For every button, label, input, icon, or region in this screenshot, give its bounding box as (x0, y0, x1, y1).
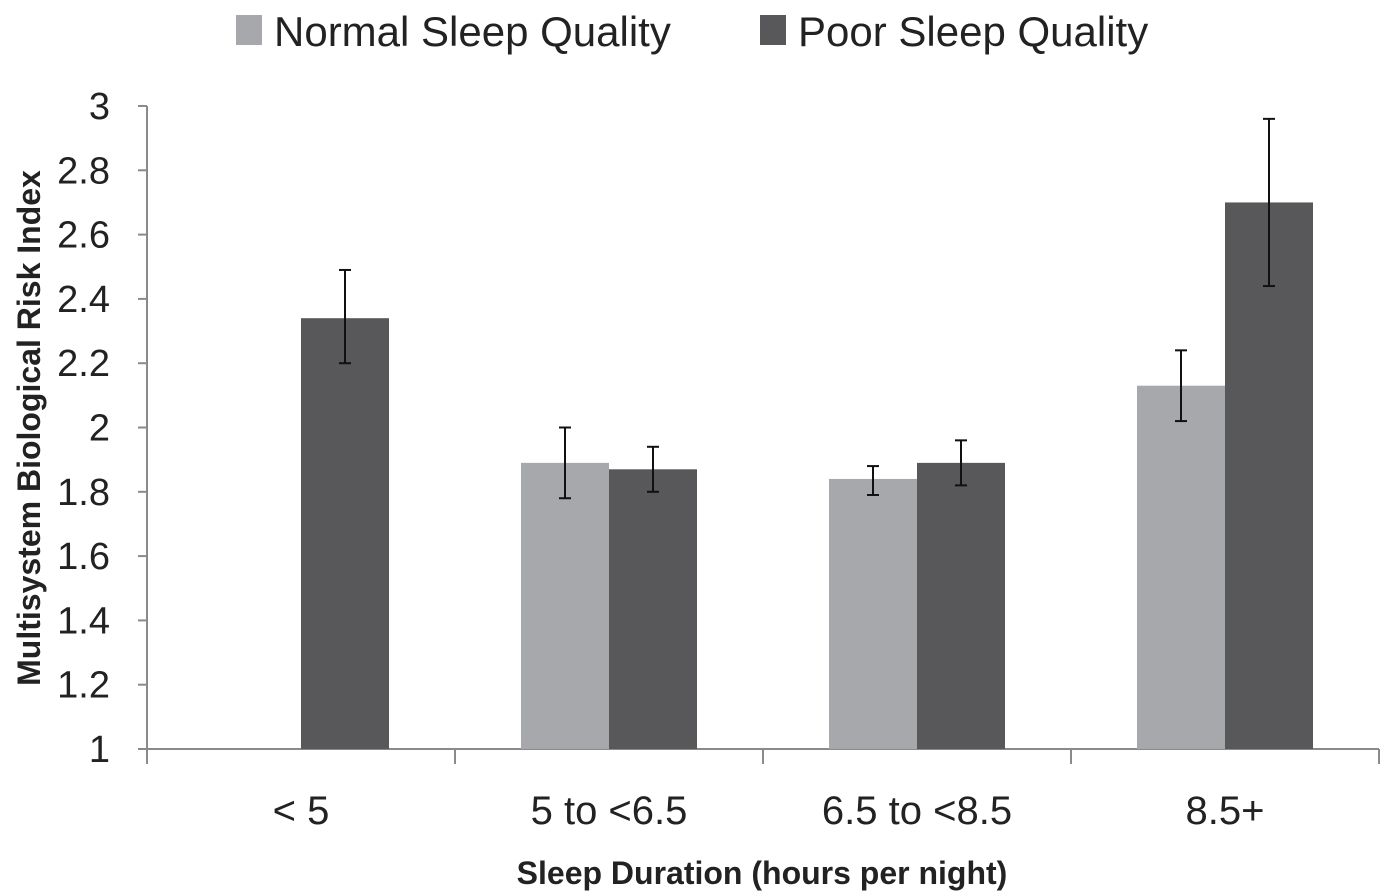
x-tick-labels: < 5 5 to <6.5 6.5 to <8.5 8.5+ (273, 789, 1265, 833)
x-axis-title: Sleep Duration (hours per night) (517, 855, 1008, 891)
bar-normal (829, 478, 917, 749)
bar-poor (1225, 202, 1313, 749)
y-tick-label: 2.8 (57, 150, 110, 192)
bar-normal (1137, 385, 1225, 749)
x-tick-label: 5 to <6.5 (531, 789, 688, 833)
y-tick-label: 3 (89, 86, 110, 128)
y-tick-label: 2.2 (57, 343, 110, 385)
y-tick-label: 2.6 (57, 215, 110, 257)
legend: Normal Sleep Quality Poor Sleep Quality (236, 8, 1148, 55)
y-tick-label: 2.4 (57, 279, 110, 321)
legend-label-normal: Normal Sleep Quality (274, 8, 671, 55)
bar-poor (917, 462, 1005, 749)
y-tick-label: 1.6 (57, 536, 110, 578)
bars (301, 202, 1313, 749)
y-tick-label: 1.2 (57, 665, 110, 707)
legend-swatch-poor (760, 15, 786, 45)
y-tick-label: 1.8 (57, 472, 110, 514)
bar-normal (521, 462, 609, 749)
y-axis-title: Multisystem Biological Risk Index (11, 170, 47, 686)
bar-poor (301, 318, 389, 749)
legend-label-poor: Poor Sleep Quality (798, 8, 1148, 55)
x-tick-label: < 5 (273, 789, 330, 833)
bar-poor (609, 469, 697, 749)
y-tick-labels: 1 1.2 1.4 1.6 1.8 2 2.2 2.4 2.6 2.8 3 (57, 86, 110, 771)
legend-swatch-normal (236, 15, 262, 45)
x-tick-label: 8.5+ (1186, 789, 1265, 833)
y-tick-label: 2 (89, 408, 110, 450)
error-bars (339, 117, 1275, 500)
y-tick-label: 1 (89, 729, 110, 771)
x-tick-label: 6.5 to <8.5 (822, 789, 1012, 833)
y-tick-label: 1.4 (57, 600, 110, 642)
